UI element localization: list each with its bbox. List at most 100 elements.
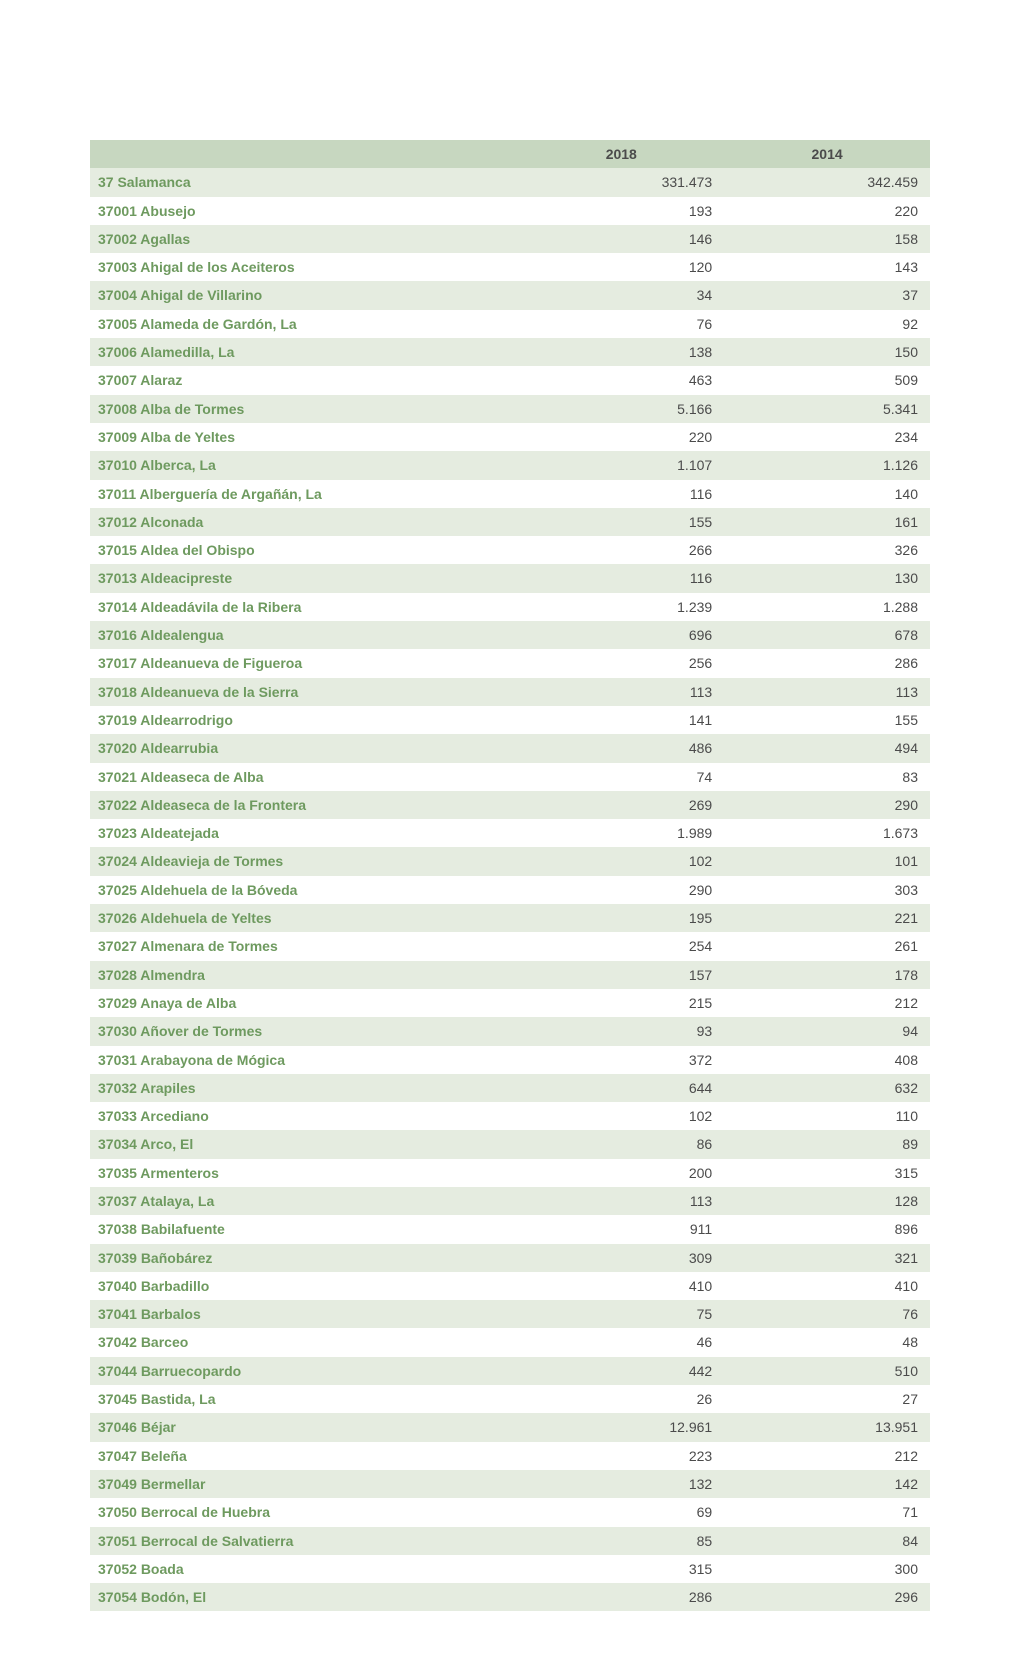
table-row: 37035 Armenteros200315 [90,1159,930,1187]
row-value: 27 [724,1385,930,1413]
row-label: 37025 Aldehuela de la Bóveda [90,876,518,904]
row-label: 37051 Berrocal de Salvatierra [90,1527,518,1555]
row-label: 37018 Aldeanueva de la Sierra [90,678,518,706]
row-value: 510 [724,1357,930,1385]
row-value: 266 [518,536,724,564]
row-value: 1.107 [518,451,724,479]
row-value: 486 [518,734,724,762]
table-row: 37040 Barbadillo410410 [90,1272,930,1300]
table-row: 37004 Ahigal de Villarino3437 [90,281,930,309]
table-row: 37011 Alberguería de Argañán, La116140 [90,480,930,508]
table-row: 37042 Barceo4648 [90,1328,930,1356]
row-value: 195 [518,904,724,932]
row-value: 37 [724,281,930,309]
row-label: 37032 Arapiles [90,1074,518,1102]
table-row: 37008 Alba de Tormes5.1665.341 [90,395,930,423]
col-header-2014: 2014 [724,140,930,168]
row-label: 37044 Barruecopardo [90,1357,518,1385]
row-value: 116 [518,564,724,592]
table-row: 37046 Béjar12.96113.951 [90,1413,930,1441]
table-row: 37023 Aldeatejada1.9891.673 [90,819,930,847]
row-value: 13.951 [724,1413,930,1441]
row-value: 143 [724,253,930,281]
row-value: 408 [724,1046,930,1074]
table-row: 37031 Arabayona de Mógica372408 [90,1046,930,1074]
row-value: 157 [518,961,724,989]
row-value: 342.459 [724,168,930,196]
row-value: 113 [518,678,724,706]
row-value: 220 [724,197,930,225]
row-value: 85 [518,1527,724,1555]
row-value: 71 [724,1498,930,1526]
table-row: 37026 Aldehuela de Yeltes195221 [90,904,930,932]
table-row: 37006 Alamedilla, La138150 [90,338,930,366]
row-value: 155 [724,706,930,734]
row-label: 37037 Atalaya, La [90,1187,518,1215]
row-label: 37029 Anaya de Alba [90,989,518,1017]
table-row: 37051 Berrocal de Salvatierra8584 [90,1527,930,1555]
row-label: 37021 Aldeaseca de Alba [90,763,518,791]
row-value: 130 [724,564,930,592]
row-value: 254 [518,932,724,960]
table-row: 37050 Berrocal de Huebra6971 [90,1498,930,1526]
row-value: 463 [518,366,724,394]
row-value: 290 [724,791,930,819]
row-value: 315 [518,1555,724,1583]
row-label: 37020 Aldearrubia [90,734,518,762]
col-header-2018: 2018 [518,140,724,168]
row-value: 220 [518,423,724,451]
row-label: 37030 Añover de Tormes [90,1017,518,1045]
row-value: 321 [724,1244,930,1272]
row-value: 74 [518,763,724,791]
row-value: 200 [518,1159,724,1187]
row-label: 37041 Barbalos [90,1300,518,1328]
table-row: 37013 Aldeacipreste116130 [90,564,930,592]
row-value: 632 [724,1074,930,1102]
row-value: 102 [518,1102,724,1130]
row-value: 296 [724,1583,930,1611]
row-label: 37013 Aldeacipreste [90,564,518,592]
row-label: 37008 Alba de Tormes [90,395,518,423]
row-value: 89 [724,1130,930,1158]
table-row: 37027 Almenara de Tormes254261 [90,932,930,960]
row-value: 1.239 [518,593,724,621]
table-row: 37002 Agallas146158 [90,225,930,253]
row-label: 37047 Beleña [90,1442,518,1470]
table-row: 37007 Alaraz463509 [90,366,930,394]
table-row: 37024 Aldeavieja de Tormes102101 [90,847,930,875]
row-value: 1.989 [518,819,724,847]
row-value: 113 [724,678,930,706]
row-value: 84 [724,1527,930,1555]
row-value: 101 [724,847,930,875]
row-value: 644 [518,1074,724,1102]
row-value: 221 [724,904,930,932]
row-label: 37001 Abusejo [90,197,518,225]
table-row: 37017 Aldeanueva de Figueroa256286 [90,649,930,677]
row-value: 326 [724,536,930,564]
row-label: 37046 Béjar [90,1413,518,1441]
row-label: 37027 Almenara de Tormes [90,932,518,960]
table-row: 37038 Babilafuente911896 [90,1215,930,1243]
row-value: 315 [724,1159,930,1187]
row-value: 372 [518,1046,724,1074]
row-label: 37031 Arabayona de Mógica [90,1046,518,1074]
table-row: 37049 Bermellar132142 [90,1470,930,1498]
row-value: 303 [724,876,930,904]
row-value: 150 [724,338,930,366]
row-value: 46 [518,1328,724,1356]
row-label: 37038 Babilafuente [90,1215,518,1243]
table-row: 37022 Aldeaseca de la Frontera269290 [90,791,930,819]
row-label: 37009 Alba de Yeltes [90,423,518,451]
row-label: 37035 Armenteros [90,1159,518,1187]
table-row: 37029 Anaya de Alba215212 [90,989,930,1017]
row-label: 37011 Alberguería de Argañán, La [90,480,518,508]
row-value: 234 [724,423,930,451]
table-row: 37039 Bañobárez309321 [90,1244,930,1272]
table-row: 37044 Barruecopardo442510 [90,1357,930,1385]
row-label: 37039 Bañobárez [90,1244,518,1272]
data-table: 20182014 37 Salamanca331.473342.45937001… [90,140,930,1611]
row-value: 76 [724,1300,930,1328]
row-value: 300 [724,1555,930,1583]
row-value: 102 [518,847,724,875]
table-row: 37033 Arcediano102110 [90,1102,930,1130]
